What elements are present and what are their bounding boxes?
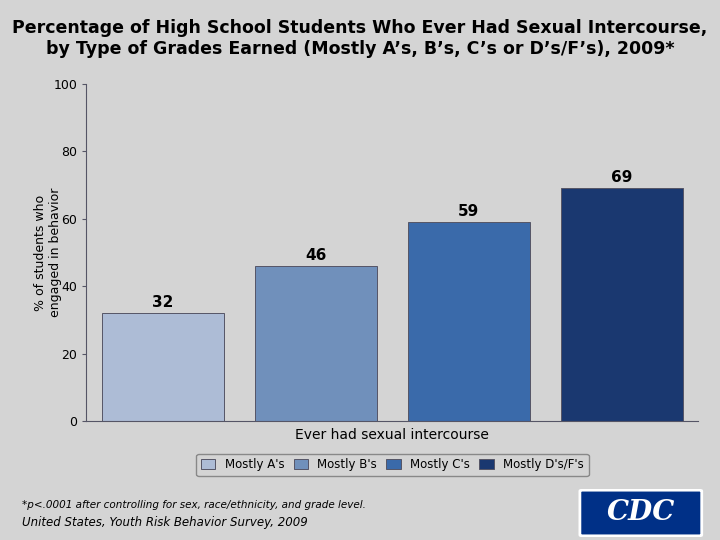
Text: 69: 69 bbox=[611, 170, 633, 185]
X-axis label: Ever had sexual intercourse: Ever had sexual intercourse bbox=[295, 428, 490, 442]
Text: Percentage of High School Students Who Ever Had Sexual Intercourse,
by Type of G: Percentage of High School Students Who E… bbox=[12, 19, 708, 58]
Y-axis label: % of students who
engaged in behavior: % of students who engaged in behavior bbox=[34, 188, 62, 317]
Bar bbox=[102, 313, 224, 421]
Legend: Mostly A's, Mostly B's, Mostly C's, Mostly D's/F's: Mostly A's, Mostly B's, Mostly C's, Most… bbox=[197, 454, 588, 476]
Text: 32: 32 bbox=[152, 295, 174, 310]
Text: 46: 46 bbox=[305, 247, 327, 262]
Text: CDC: CDC bbox=[607, 500, 675, 526]
FancyBboxPatch shape bbox=[580, 490, 702, 536]
Bar bbox=[255, 266, 377, 421]
Bar bbox=[561, 188, 683, 421]
Text: 59: 59 bbox=[458, 204, 480, 219]
Text: United States, Youth Risk Behavior Survey, 2009: United States, Youth Risk Behavior Surve… bbox=[22, 516, 307, 529]
Text: *p<.0001 after controlling for sex, race/ethnicity, and grade level.: *p<.0001 after controlling for sex, race… bbox=[22, 500, 366, 510]
Bar bbox=[408, 222, 530, 421]
